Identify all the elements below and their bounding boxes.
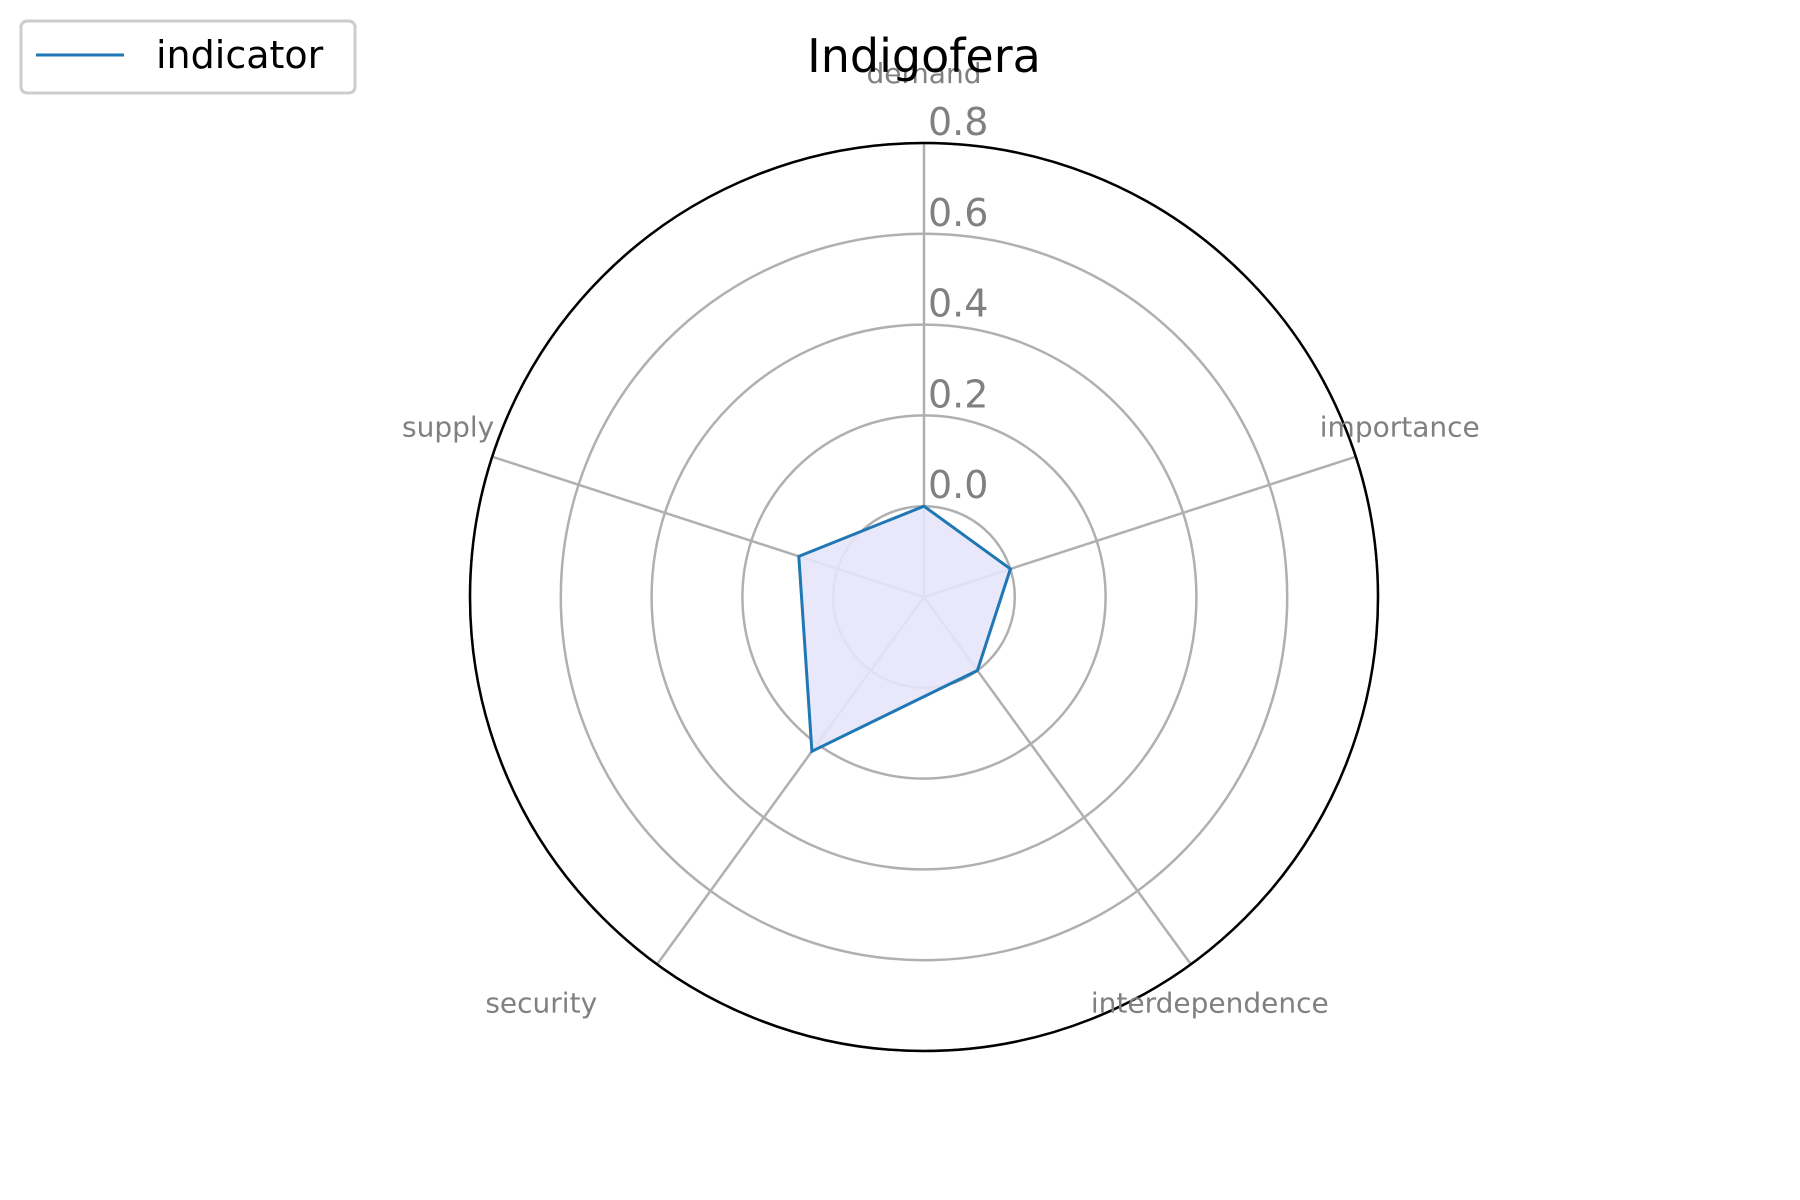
label-layer: demand importance interdependence security s… — [402, 57, 1480, 1019]
series-area-0 — [798, 506, 1011, 752]
category-label-supply: supply — [402, 411, 494, 444]
r-tick-label-3: 0.6 — [928, 191, 988, 235]
legend-label: indicator — [156, 33, 324, 77]
r-tick-label-1: 0.2 — [928, 372, 988, 416]
r-tick-label-4: 0.8 — [928, 100, 988, 144]
chart-title: Indigofera — [807, 29, 1041, 83]
category-label-interdependence: interdependence — [1091, 986, 1329, 1019]
category-label-security: security — [485, 986, 597, 1019]
r-tick-label-0: 0.0 — [928, 463, 988, 507]
category-label-importance: importance — [1320, 411, 1480, 444]
legend: indicator — [19, 19, 357, 95]
category-label-demand: demand — [867, 57, 982, 90]
data-layer — [797, 504, 1013, 754]
outer-frame — [468, 141, 1380, 1053]
r-tick-label-2: 0.4 — [928, 282, 988, 326]
series-line-0 — [797, 504, 1013, 754]
legend-frame — [19, 19, 357, 95]
grid-layer — [468, 141, 1380, 1053]
